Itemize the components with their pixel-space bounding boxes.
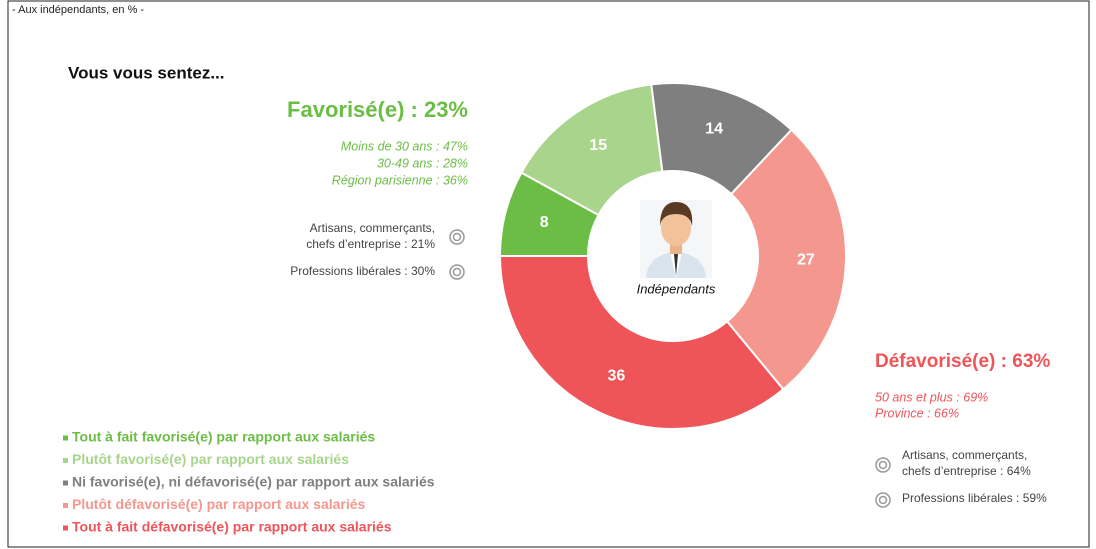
data-label: 36: [607, 368, 625, 385]
legend-label: Plutôt favorisé(e) par rapport aux salar…: [72, 451, 349, 467]
favorable-group: chefs d’entreprise : 21%: [306, 237, 435, 251]
unfavorable-detail: 50 ans et plus : 69%: [875, 390, 988, 404]
target-icon: [449, 229, 465, 245]
favorable-title: Favorisé(e) : 23%: [287, 97, 468, 122]
target-icon: [452, 232, 462, 242]
legend-swatch: [63, 480, 68, 486]
icon-hair: [660, 202, 693, 226]
target-icon: [878, 495, 888, 505]
legend-label: Tout à fait défavorisé(e) par rapport au…: [72, 519, 392, 535]
favorable-detail: Région parisienne : 36%: [332, 173, 468, 187]
legend-label: Tout à fait favorisé(e) par rapport aux …: [72, 429, 375, 445]
legend-swatch: [63, 525, 68, 531]
favorable-detail: Moins de 30 ans : 47%: [341, 139, 468, 153]
data-label: 14: [705, 121, 723, 138]
donut-segment: [725, 128, 847, 391]
legend-swatch: [63, 503, 68, 508]
unfavorable-group: chefs d’entreprise : 64%: [902, 464, 1031, 478]
legend-swatch: [63, 435, 68, 441]
target-icon: [452, 267, 462, 277]
chart-title: Vous vous sentez...: [68, 63, 225, 82]
unfavorable-title: Défavorisé(e) : 63%: [875, 351, 1050, 372]
favorable-group: Artisans, commerçants,: [310, 221, 435, 235]
legend-swatch: [63, 458, 68, 463]
person-icon: [640, 200, 712, 278]
target-icon: [875, 457, 891, 473]
unfavorable-detail: Province : 66%: [875, 406, 959, 420]
data-label: 27: [797, 251, 815, 268]
target-icon: [875, 492, 891, 508]
legend-label: Ni favorisé(e), ni défavorisé(e) par rap…: [72, 474, 435, 490]
data-label: 15: [589, 137, 607, 154]
donut-segment: [498, 255, 785, 430]
data-label: 8: [540, 214, 549, 231]
icon-head: [661, 210, 691, 246]
legend-label: Plutôt défavorisé(e) par rapport aux sal…: [72, 496, 366, 512]
unfavorable-group: Artisans, commerçants,: [902, 448, 1027, 462]
target-icon: [878, 460, 888, 470]
target-icon: [449, 264, 465, 280]
unfavorable-group: Professions libérales : 59%: [902, 491, 1047, 505]
favorable-group: Professions libérales : 30%: [290, 264, 435, 278]
center-label: Indépendants: [637, 281, 716, 296]
header: - Aux indépendants, en % -: [12, 4, 144, 16]
favorable-detail: 30-49 ans : 28%: [377, 156, 468, 170]
icon-tie: [674, 254, 678, 276]
